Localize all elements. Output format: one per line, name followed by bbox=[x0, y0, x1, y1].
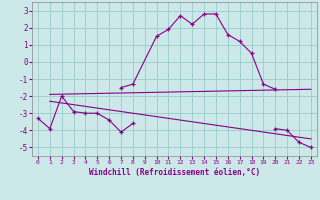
X-axis label: Windchill (Refroidissement éolien,°C): Windchill (Refroidissement éolien,°C) bbox=[89, 168, 260, 177]
